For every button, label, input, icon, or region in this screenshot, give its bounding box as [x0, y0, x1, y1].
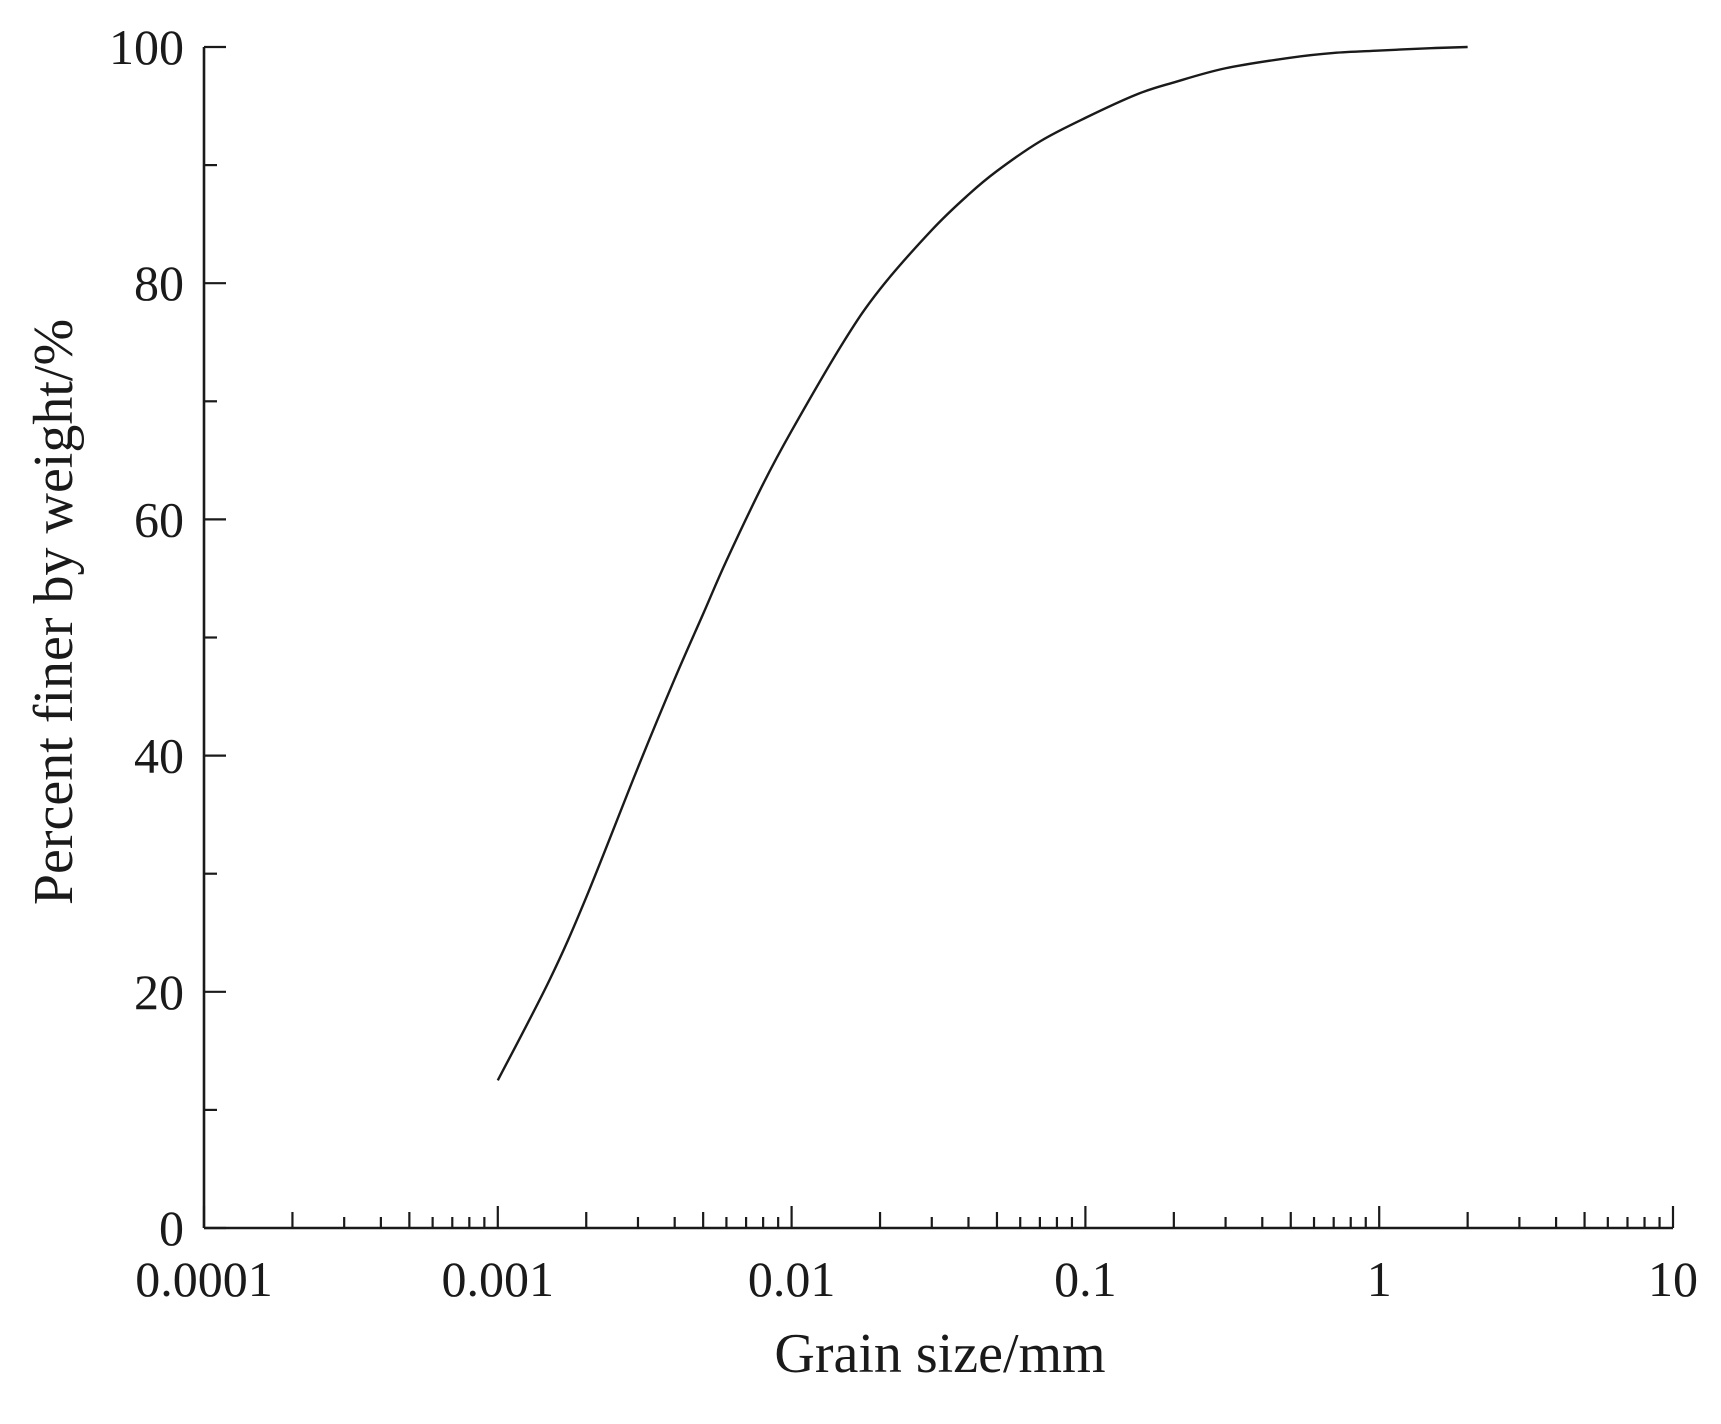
- x-tick-label: 0.0001: [135, 1251, 273, 1307]
- y-tick-label: 40: [134, 728, 184, 784]
- y-tick-label: 100: [109, 19, 184, 75]
- series-line: [496, 45, 1468, 1081]
- x-tick-label: 0.01: [748, 1251, 836, 1307]
- x-tick-label: 1: [1367, 1251, 1392, 1307]
- y-tick-label: 0: [159, 1200, 184, 1256]
- x-axis-label: Grain size/mm: [774, 1323, 1105, 1385]
- y-tick-label: 20: [134, 964, 184, 1020]
- x-tick-label: 10: [1648, 1251, 1698, 1307]
- axis-ticks: [202, 45, 1675, 1230]
- y-tick-label: 60: [134, 491, 184, 547]
- x-tick-label: 0.1: [1054, 1251, 1117, 1307]
- y-tick-label: 80: [134, 255, 184, 311]
- data-series: [496, 45, 1468, 1081]
- y-axis-label: Percent finer by weight/%: [23, 319, 85, 905]
- x-tick-label: 0.001: [442, 1251, 555, 1307]
